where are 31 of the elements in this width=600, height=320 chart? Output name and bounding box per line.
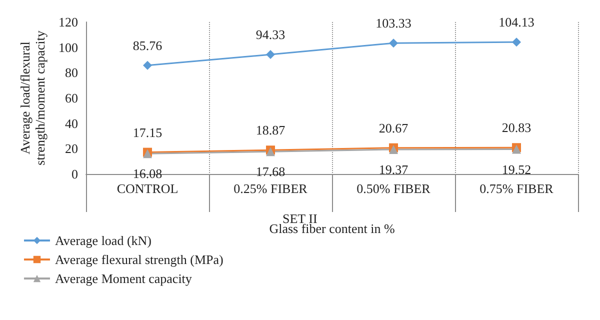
- legend-label: Average load (kN): [55, 233, 152, 248]
- data-label: 16.08: [132, 166, 162, 182]
- legend-label: Average Moment capacity: [55, 271, 192, 286]
- y-tick-label: 0: [72, 166, 78, 182]
- data-label: 19.52: [502, 162, 532, 177]
- y-tick-label: 100: [58, 40, 78, 55]
- y-tick-label: 20: [65, 141, 78, 156]
- data-label: 18.87: [256, 122, 286, 138]
- data-label: 20.67: [378, 120, 409, 136]
- data-label: 85.76: [132, 38, 163, 53]
- y-tick-label: 60: [65, 90, 78, 106]
- x-tick-label: CONTROL: [116, 181, 178, 196]
- data-label: 19.37: [378, 162, 409, 177]
- data-label: 20.83: [502, 120, 532, 136]
- x-tick-label: 0.50% FIBER: [356, 181, 431, 196]
- point: [143, 60, 152, 70]
- point: [512, 38, 521, 47]
- x-tick-label: 0.25% FIBER: [234, 181, 308, 196]
- y-tick-label: 40: [65, 116, 78, 131]
- y-tick-label: 80: [65, 65, 78, 80]
- data-label: 94.33: [256, 27, 286, 42]
- data-label: 17.68: [256, 164, 286, 180]
- legend-label: Average flexural strength (MPa): [55, 252, 224, 267]
- x-tick-label: 0.75% FIBER: [480, 181, 554, 196]
- point: [266, 50, 275, 60]
- y-axis-title: Average load/flexural strength/moment capacity: [18, 30, 48, 166]
- data-label: 104.13: [498, 14, 534, 30]
- y-tick-label: 120: [58, 14, 78, 30]
- point: [389, 38, 398, 48]
- data-label: 17.15: [132, 124, 162, 140]
- data-label: 103.33: [376, 16, 412, 31]
